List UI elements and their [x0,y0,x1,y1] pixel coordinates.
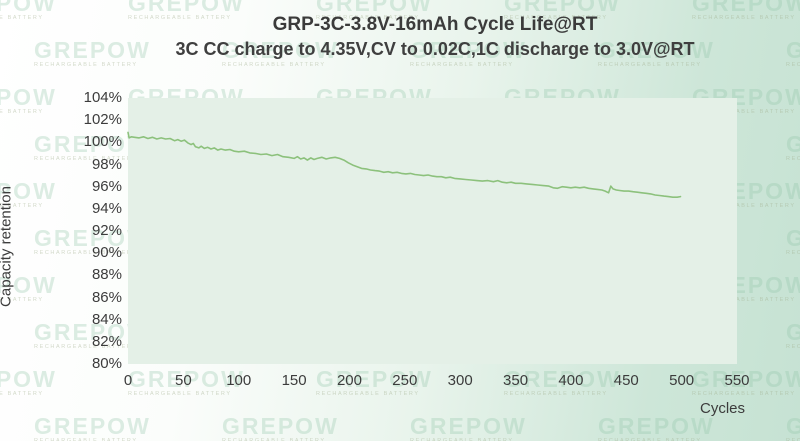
watermark-tagline: RECHARGEABLE BATTERY [128,391,232,397]
x-tick-label: 100 [226,372,252,389]
y-tick-label: 84% [91,310,122,328]
retention-line-chart [127,131,682,198]
watermark-logo-text: GREPOW [786,319,800,345]
y-tick-label: 82% [91,332,122,350]
watermark-tagline: RECHARGEABLE BATTERY [410,62,514,68]
x-tick-label: 500 [669,372,695,389]
watermark-tagline: RECHARGEABLE BATTERY [0,109,44,115]
watermark-logo-text: GREPOW [0,84,57,110]
watermark-logo-text: GREPOW [786,37,800,63]
watermark-tagline: RECHARGEABLE BATTERY [222,62,326,68]
watermark-tagline: RECHARGEABLE BATTERY [786,62,800,68]
x-tick-label: 50 [175,372,192,389]
watermark-logo-text: GREPOW [0,366,57,392]
y-tick-label: 104% [83,89,122,106]
watermark-tagline: RECHARGEABLE BATTERY [786,156,800,162]
watermark-tagline: RECHARGEABLE BATTERY [598,62,702,68]
watermark-logo-text: GREPOW [786,131,800,157]
y-tick-label: 92% [91,222,122,239]
watermark-logo-text: GREPOW [598,413,715,439]
watermark-tagline: RECHARGEABLE BATTERY [786,344,800,350]
y-tick-label: 80% [91,355,122,372]
watermark-logo-text: GREPOW [786,413,800,439]
watermark-tagline: RECHARGEABLE BATTERY [34,62,138,68]
watermark-tagline: RECHARGEABLE BATTERY [504,391,608,397]
watermark-logo-text: GREPOW [786,225,800,251]
y-tick-label: 94% [91,199,122,217]
watermark-tagline: RECHARGEABLE BATTERY [0,15,44,21]
watermark-tagline: RECHARGEABLE BATTERY [786,250,800,256]
x-axis-title: Cycles [699,400,745,417]
y-axis-title: Capacity retention [0,186,15,307]
y-tick-label: 100% [83,133,122,151]
y-tick-label: 98% [91,155,122,173]
watermark-tagline: RECHARGEABLE BATTERY [0,391,44,397]
watermark-tagline: RECHARGEABLE BATTERY [692,391,796,397]
x-tick-label: 300 [447,372,473,389]
watermark-logo-text: GREPOW [0,0,57,16]
chart-title: GRP-3C-3.8V-16mAh Cycle Life@RT [272,14,598,35]
x-tick-label: 250 [392,372,418,389]
x-tick-label: 400 [558,372,584,389]
y-tick-label: 102% [83,111,122,129]
watermark-logo-text: GREPOW [34,413,151,439]
x-tick-label: 450 [613,372,639,389]
y-tick-label: 96% [91,177,122,195]
plot-area [127,98,737,364]
y-tick-label: 86% [91,288,122,306]
watermark-logo-text: GREPOW [222,413,339,439]
x-tick-label: 150 [281,372,307,389]
chart-subtitle: 3C CC charge to 4.35V,CV to 0.02C,1C dis… [175,39,695,59]
x-tick-label: 350 [503,372,529,389]
y-tick-label: 88% [91,266,122,284]
watermark-tagline: RECHARGEABLE BATTERY [316,391,420,397]
x-tick-label: 200 [336,372,362,389]
y-tick-label: 90% [91,244,122,262]
watermark-logo-text: GREPOW [410,413,527,439]
capacity-retention-line [127,131,682,198]
x-tick-label: 0 [123,372,133,389]
x-tick-label: 550 [724,372,750,389]
